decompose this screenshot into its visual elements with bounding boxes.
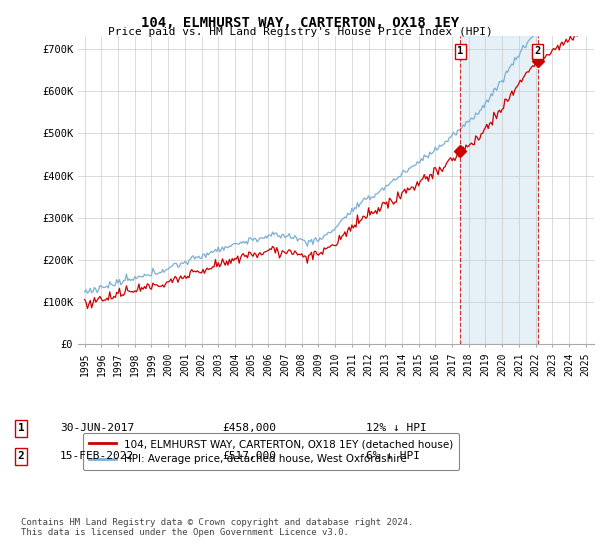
Text: 104, ELMHURST WAY, CARTERTON, OX18 1EY: 104, ELMHURST WAY, CARTERTON, OX18 1EY: [141, 16, 459, 30]
Legend: 104, ELMHURST WAY, CARTERTON, OX18 1EY (detached house), HPI: Average price, det: 104, ELMHURST WAY, CARTERTON, OX18 1EY (…: [83, 433, 460, 470]
Text: Contains HM Land Registry data © Crown copyright and database right 2024.
This d: Contains HM Land Registry data © Crown c…: [21, 518, 413, 538]
Text: 12% ↓ HPI: 12% ↓ HPI: [366, 423, 427, 433]
Text: 2: 2: [17, 451, 25, 461]
Text: 6% ↓ HPI: 6% ↓ HPI: [366, 451, 420, 461]
Text: Price paid vs. HM Land Registry's House Price Index (HPI): Price paid vs. HM Land Registry's House …: [107, 27, 493, 37]
Text: £458,000: £458,000: [222, 423, 276, 433]
Text: 15-FEB-2022: 15-FEB-2022: [60, 451, 134, 461]
Text: £517,000: £517,000: [222, 451, 276, 461]
Text: 1: 1: [17, 423, 25, 433]
Text: 30-JUN-2017: 30-JUN-2017: [60, 423, 134, 433]
Text: 1: 1: [457, 46, 464, 56]
Bar: [460, 36, 538, 344]
Text: 2: 2: [535, 46, 541, 56]
